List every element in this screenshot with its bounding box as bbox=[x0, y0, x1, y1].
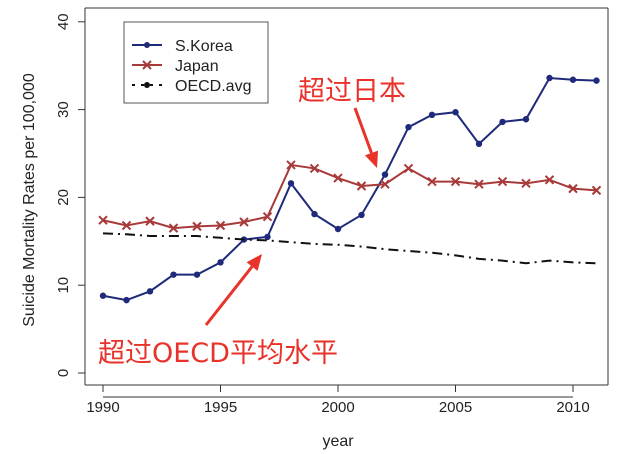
data-point bbox=[309, 163, 320, 174]
arrow-shaft bbox=[353, 107, 373, 154]
data-point bbox=[287, 180, 295, 187]
data-point bbox=[403, 163, 414, 174]
x-axis-label: year bbox=[322, 433, 354, 450]
x-tick-label: 1995 bbox=[204, 399, 237, 416]
x-tick-label: 2000 bbox=[321, 399, 354, 416]
data-point bbox=[146, 288, 154, 295]
data-point bbox=[452, 109, 459, 116]
data-point bbox=[474, 179, 484, 189]
series-skorea bbox=[99, 74, 600, 304]
data-point bbox=[239, 217, 249, 227]
legend: S.Korea Japan OECD.avg bbox=[123, 21, 269, 104]
annotation-surpass-oecd: 超过OECD平均水平 bbox=[98, 338, 338, 369]
legend-marker bbox=[144, 82, 150, 88]
data-point bbox=[99, 292, 107, 299]
data-point bbox=[591, 185, 602, 196]
data-point bbox=[522, 116, 530, 123]
data-point bbox=[381, 171, 389, 178]
arrow-shaft bbox=[204, 265, 254, 326]
data-point bbox=[568, 183, 578, 194]
data-point bbox=[427, 176, 437, 187]
data-point bbox=[170, 271, 177, 278]
arrow-head bbox=[364, 150, 379, 168]
data-point bbox=[264, 233, 271, 241]
data-point bbox=[499, 118, 506, 126]
series-line bbox=[102, 163, 597, 230]
legend-marker bbox=[144, 42, 150, 48]
arrow-head bbox=[246, 254, 262, 271]
data-point bbox=[121, 220, 132, 231]
data-point bbox=[593, 77, 600, 84]
series-japan bbox=[98, 160, 602, 233]
data-point bbox=[286, 160, 296, 170]
data-point bbox=[380, 179, 390, 189]
legend-label: OECD.avg bbox=[175, 78, 251, 95]
data-point bbox=[356, 181, 367, 191]
arrow-to-oecd-crossing bbox=[204, 254, 262, 326]
data-point bbox=[168, 223, 179, 233]
arrow-to-japan-crossing bbox=[353, 107, 379, 168]
data-point bbox=[450, 176, 461, 187]
y-axis-label: Suicide Mortality Rates per 100,000 bbox=[21, 73, 38, 327]
data-point bbox=[192, 221, 202, 232]
data-point bbox=[334, 225, 342, 233]
data-point bbox=[405, 123, 412, 131]
data-point bbox=[358, 211, 365, 219]
series-line bbox=[102, 76, 597, 302]
data-point bbox=[475, 140, 483, 148]
data-point bbox=[262, 212, 273, 222]
y-tick-label: 20 bbox=[55, 189, 72, 206]
series-line bbox=[102, 232, 597, 265]
data-point bbox=[569, 76, 577, 83]
data-point bbox=[497, 176, 508, 187]
data-point bbox=[333, 173, 343, 183]
data-point bbox=[217, 259, 224, 266]
x-tick-label: 2010 bbox=[556, 399, 589, 416]
data-point bbox=[544, 175, 555, 185]
data-point bbox=[145, 216, 155, 226]
data-point bbox=[311, 210, 318, 218]
y-tick-label: 0 bbox=[55, 369, 72, 377]
x-tick-label: 2005 bbox=[439, 399, 472, 416]
series-oecdavg bbox=[102, 232, 597, 265]
data-point bbox=[123, 296, 130, 304]
y-tick-label: 10 bbox=[55, 277, 72, 294]
legend-label: S.Korea bbox=[175, 38, 233, 55]
y-tick-label: 40 bbox=[55, 13, 72, 30]
data-point bbox=[215, 220, 226, 231]
data-point bbox=[98, 215, 108, 225]
data-point bbox=[546, 74, 553, 82]
y-tick-label: 30 bbox=[55, 101, 72, 118]
data-point bbox=[193, 271, 201, 278]
annotation-surpass-japan: 超过日本 bbox=[298, 76, 406, 107]
legend-label: Japan bbox=[175, 58, 219, 75]
legend-marker bbox=[142, 60, 152, 70]
data-point bbox=[428, 111, 436, 119]
x-tick-label: 1990 bbox=[86, 399, 119, 416]
data-point bbox=[521, 178, 531, 189]
